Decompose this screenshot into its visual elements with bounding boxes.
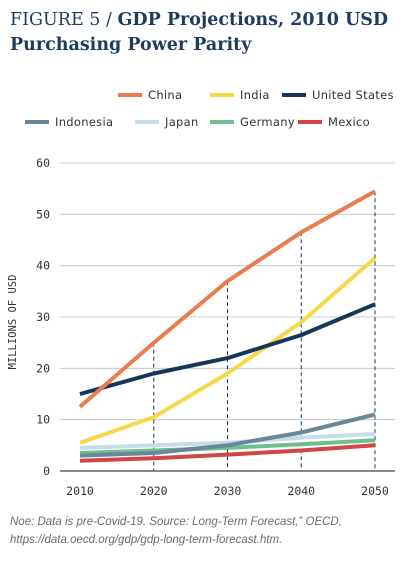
source-note: Noe: Data is pre-Covid-19. Source: Long-… <box>10 516 342 546</box>
series-line-mexico <box>79 443 376 463</box>
legend-label-united-states: United States <box>312 88 394 102</box>
y-tick-label: 0 <box>43 464 50 478</box>
series-line-india <box>79 256 377 445</box>
legend-label-japan: Japan <box>164 115 199 129</box>
y-tick-label: 10 <box>36 413 50 427</box>
series-line-united-states <box>79 302 376 396</box>
y-tick-label: 30 <box>36 310 50 324</box>
legend-label-indonesia: Indonesia <box>55 115 113 129</box>
x-tick-label: 2020 <box>140 484 168 498</box>
legend-label-germany: Germany <box>240 115 295 129</box>
title-line-1: GDP Projections, 2010 USD <box>117 10 389 30</box>
x-tick-label: 2050 <box>361 484 389 498</box>
legend-label-mexico: Mexico <box>328 115 370 129</box>
x-tick-label: 2040 <box>287 484 315 498</box>
series-line-indonesia <box>79 412 376 458</box>
legend-label-india: India <box>240 88 270 102</box>
series-line-china <box>78 189 376 409</box>
title-line-2: Purchasing Power Parity <box>10 35 252 55</box>
y-axis-label: MILLIONS OF USD <box>7 275 19 370</box>
series-line-japan <box>79 432 376 450</box>
chart-title: FIGURE 5 / GDP Projections, 2010 USD Pur… <box>10 8 400 58</box>
x-tick-label: 2010 <box>66 484 94 498</box>
series-line-germany <box>79 438 376 455</box>
y-tick-label: 40 <box>36 259 50 273</box>
legend-label-china: China <box>148 88 182 102</box>
y-tick-label: 60 <box>36 156 50 170</box>
figure-label: FIGURE 5 / <box>10 10 118 30</box>
y-tick-label: 50 <box>36 207 50 221</box>
x-tick-label: 2030 <box>214 484 242 498</box>
y-tick-label: 20 <box>36 361 50 375</box>
